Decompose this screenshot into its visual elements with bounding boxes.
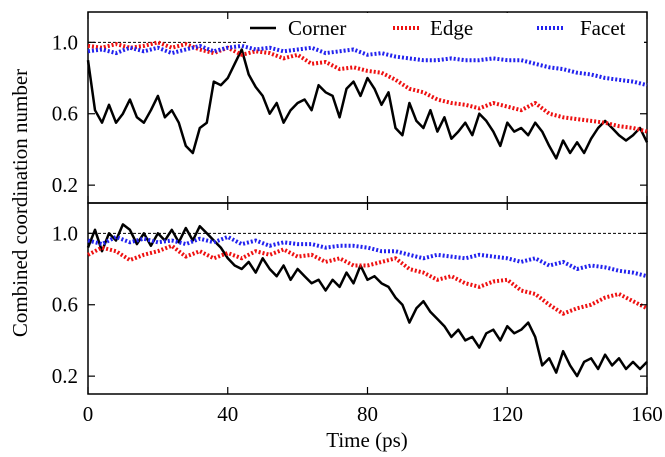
legend-label-facet: Facet	[580, 16, 626, 40]
top-ytick-label-2: 1.0	[52, 30, 78, 54]
top-series-group	[86, 40, 649, 160]
bottom-series-edge	[87, 243, 648, 316]
xtick-label-4: 160	[631, 402, 663, 426]
xtick-label-3: 120	[492, 402, 524, 426]
x-tick-labels: 0 40 80 120 160	[83, 402, 663, 426]
top-series-facet	[87, 43, 648, 88]
xtick-label-1: 40	[217, 402, 238, 426]
legend-label-corner: Corner	[288, 16, 346, 40]
x-axis-title: Time (ps)	[326, 428, 408, 452]
top-ytick-label-0: 0.2	[52, 173, 78, 197]
top-series-corner	[86, 48, 649, 160]
legend-background	[246, 13, 644, 43]
bottom-series-group	[86, 223, 648, 378]
top-y-ticks	[88, 41, 647, 186]
xtick-label-0: 0	[83, 402, 94, 426]
bottom-series-facet	[87, 234, 648, 279]
bottom-x-ticks	[87, 203, 648, 394]
bottom-ytick-label-2: 1.0	[52, 221, 78, 245]
top-ytick-label-1: 0.6	[52, 102, 78, 126]
xtick-label-2: 80	[357, 402, 378, 426]
bottom-series-corner	[86, 223, 648, 378]
bottom-ytick-label-1: 0.6	[52, 293, 78, 317]
y-tick-labels: 0.2 0.6 1.0 0.2 0.6 1.0	[52, 30, 78, 388]
legend: Corner Edge Facet	[246, 13, 644, 43]
y-axis-title: Combined coordination number	[8, 69, 32, 337]
top-series-edge	[87, 40, 648, 134]
bottom-ytick-label-0: 0.2	[52, 364, 78, 388]
bottom-panel	[86, 202, 648, 395]
bottom-y-ticks	[88, 232, 647, 377]
legend-label-edge: Edge	[430, 16, 473, 40]
